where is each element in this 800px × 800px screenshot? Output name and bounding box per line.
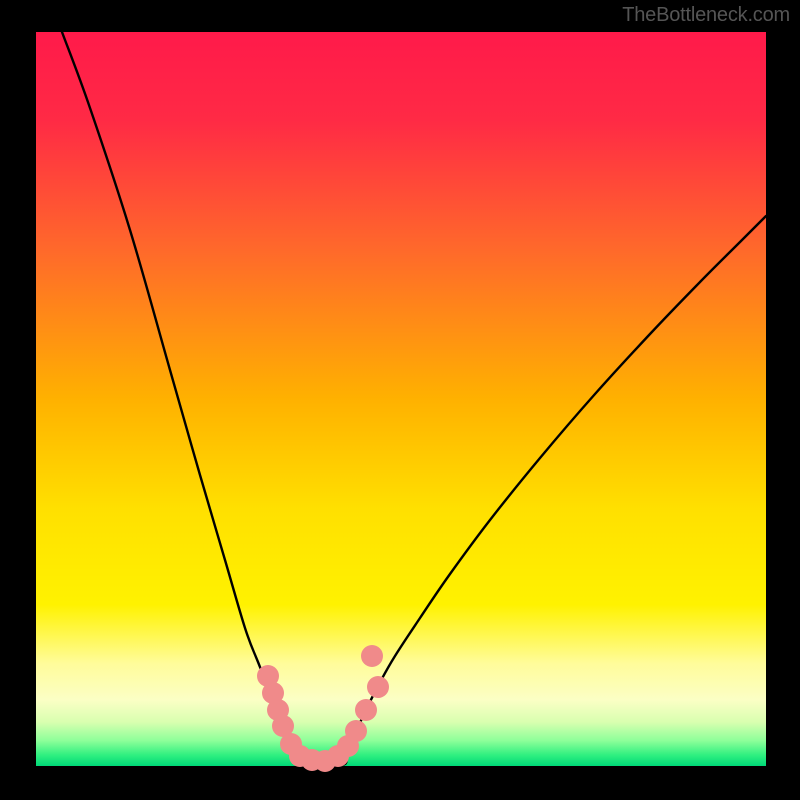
chart-container: TheBottleneck.com [0, 0, 800, 800]
watermark-text: TheBottleneck.com [622, 4, 790, 27]
plot-area [36, 32, 766, 766]
